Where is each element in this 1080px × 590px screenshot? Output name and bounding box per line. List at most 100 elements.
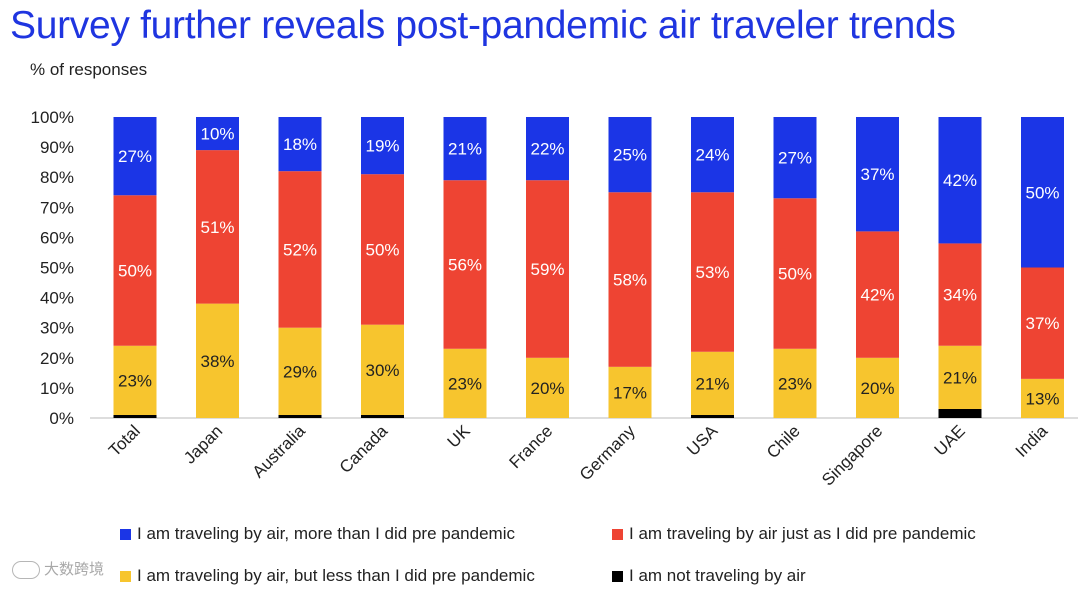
bar-segment [196, 303, 239, 418]
x-tick-label: France [505, 421, 556, 472]
data-label: 10% [200, 125, 234, 144]
watermark: 大数跨境 [12, 558, 104, 580]
data-label: 21% [448, 140, 482, 159]
bar-segment [938, 408, 982, 418]
x-tick-label: Canada [336, 421, 392, 477]
bar-segment [691, 414, 734, 418]
bar-segment [773, 198, 817, 349]
bar-segment [526, 357, 569, 418]
data-label: 24% [695, 146, 729, 165]
bar-segment [938, 243, 982, 346]
x-tick-label: UK [444, 421, 475, 452]
bar-segment [113, 117, 157, 196]
bar-segment [1021, 267, 1064, 379]
bar-segment [196, 117, 239, 151]
data-label: 20% [860, 379, 894, 398]
bar-segment [361, 324, 404, 415]
data-label: 56% [448, 255, 482, 274]
bar-segment [278, 117, 322, 172]
data-label: 51% [200, 218, 234, 237]
legend-label-less: I am traveling by air, but less than I d… [137, 566, 535, 585]
data-label: 19% [365, 137, 399, 156]
data-label: 50% [1025, 183, 1059, 202]
data-label: 27% [778, 149, 812, 168]
data-label: 34% [943, 286, 977, 305]
y-tick-label: 70% [40, 198, 74, 217]
bar-segment [773, 348, 817, 418]
bar-segment [361, 414, 404, 418]
data-label: 13% [1025, 389, 1059, 408]
legend-swatch-less [120, 570, 131, 582]
data-label: 22% [530, 140, 564, 159]
x-tick-label: Japan [180, 421, 226, 467]
bar-segment [691, 117, 734, 193]
bar-segment [361, 117, 404, 175]
data-label: 20% [530, 379, 564, 398]
x-tick-label: Singapore [818, 421, 886, 489]
data-label: 58% [613, 271, 647, 290]
data-label: 23% [118, 371, 152, 390]
bar-segment [526, 180, 569, 358]
data-label: 52% [283, 240, 317, 259]
data-label: 50% [778, 265, 812, 284]
data-label: 50% [118, 262, 152, 281]
y-tick-label: 80% [40, 168, 74, 187]
y-axis-label: % of responses [30, 60, 148, 79]
bar-segment [443, 348, 487, 418]
data-label: 30% [365, 361, 399, 380]
legend-swatch-more [120, 528, 131, 540]
y-tick-label: 40% [40, 289, 74, 308]
y-tick-label: 100% [31, 108, 74, 127]
bar-segment [691, 192, 734, 352]
data-label: 50% [365, 240, 399, 259]
x-tick-label: Total [105, 421, 144, 460]
bar-segment [278, 327, 322, 415]
data-label: 29% [283, 362, 317, 381]
legend-item-more: I am traveling by air, more than I did p… [120, 524, 515, 544]
data-label: 37% [1025, 314, 1059, 333]
bar-segment [608, 192, 652, 367]
data-label: 42% [943, 171, 977, 190]
data-label: 23% [778, 374, 812, 393]
y-tick-label: 20% [40, 349, 74, 368]
data-label: 53% [695, 263, 729, 282]
bar-segment [608, 366, 652, 418]
data-label: 27% [118, 147, 152, 166]
bar-segment [938, 117, 982, 244]
bar-segment [113, 195, 157, 346]
stacked-bar-chart: 0% 10% 20% 30% 40% 50% 60% 70% 80% 90% 100% 23% 50% 2… [31, 108, 1078, 490]
bar-segment [856, 117, 899, 232]
legend-item-less: I am traveling by air, but less than I d… [120, 566, 535, 586]
bar-segment [278, 171, 322, 328]
y-tick-label: 50% [40, 259, 74, 278]
y-tick-label: 90% [40, 138, 74, 157]
y-tick-label: 30% [40, 319, 74, 338]
data-label: 42% [860, 286, 894, 305]
bar-segment [526, 117, 569, 181]
data-label: 21% [695, 374, 729, 393]
bar-segment [1021, 117, 1064, 268]
y-tick-label: 10% [40, 379, 74, 398]
data-label: 21% [943, 368, 977, 387]
y-tick-label: 60% [40, 228, 74, 247]
y-tick-label: 0% [49, 409, 74, 428]
legend-label-same: I am traveling by air just as I did pre … [629, 524, 976, 543]
bar-segment [443, 180, 487, 349]
bar-segment [1021, 378, 1064, 418]
bar-segment [608, 117, 652, 193]
legend-item-not: I am not traveling by air [612, 566, 806, 586]
bar-segment [113, 345, 157, 415]
legend-label-more: I am traveling by air, more than I did p… [137, 524, 515, 543]
data-label: 18% [283, 135, 317, 154]
bar-segment [773, 117, 817, 199]
x-tick-label: Australia [249, 421, 310, 482]
bar-segment [856, 231, 899, 358]
bar-segment [856, 357, 899, 418]
data-label: 37% [860, 165, 894, 184]
x-tick-label: India [1012, 421, 1052, 461]
bar-segment [361, 174, 404, 325]
bar-segment [113, 414, 157, 418]
data-label: 38% [200, 352, 234, 371]
page-title: Survey further reveals post-pandemic air… [10, 4, 956, 47]
bar-segment [196, 150, 239, 304]
